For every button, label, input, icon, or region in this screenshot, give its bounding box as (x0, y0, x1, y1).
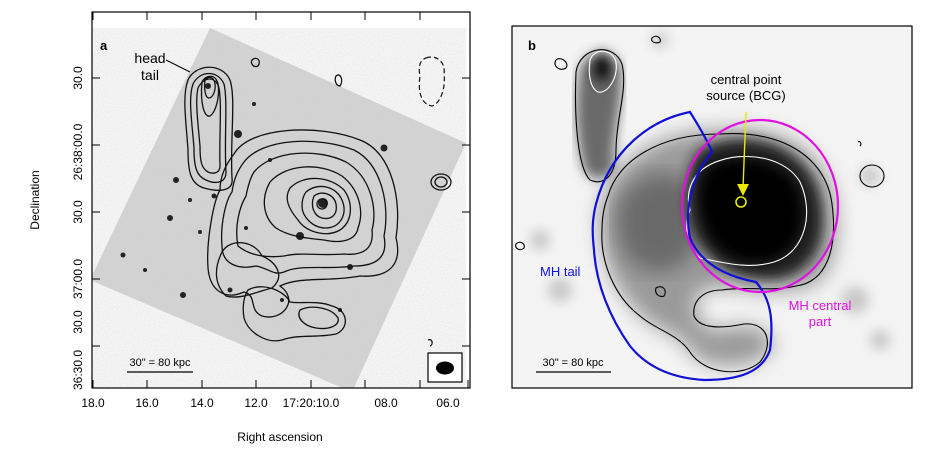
xtick-a-6: 06.0 (436, 396, 460, 410)
xray-image (515, 32, 890, 373)
beam-box (427, 352, 463, 383)
panel-a-frame (91, 11, 471, 389)
xtick-a-3: 12.0 (244, 396, 268, 410)
xtick-a-5: 08.0 (374, 396, 398, 410)
annot-central-2: source (BCG) (706, 88, 785, 103)
panel-b: b central point source (BCG) MH tail MH … (511, 25, 913, 389)
annot-mh-tail: MH tail (540, 264, 581, 279)
annot-tail: tail (141, 67, 159, 83)
ytick-a-0: 30.0 (71, 66, 85, 90)
xtick-a-2: 14.0 (190, 396, 214, 410)
radio-contours (184, 57, 452, 347)
ytick-a-3: 37:00.0 (71, 259, 85, 299)
ytick-a-5: 36:30.0 (71, 350, 85, 390)
annot-head-line (165, 59, 191, 73)
bcg-arrowhead (737, 184, 749, 196)
annot-mh-central-1: MH central (789, 298, 852, 313)
panel-b-frame (511, 25, 913, 389)
annot-mh-central-2: part (809, 314, 832, 329)
scale-label-a: 30" = 80 kpc (129, 357, 191, 369)
panel-b-letter: b (528, 38, 536, 53)
annot-central-1: central point (711, 72, 782, 87)
negative-contour (418, 56, 445, 107)
xtick-a-4: 17:20:10.0 (283, 396, 340, 410)
annot-head: head (134, 50, 165, 66)
ytick-a-4: 30.0 (71, 310, 85, 334)
ytick-a-1: 26:38:00.0 (71, 123, 85, 180)
panel-a: 30" = 80 kpc a head tail 18.0 16.0 14.0 … (28, 11, 471, 444)
panel-a-letter: a (100, 38, 108, 53)
ytick-a-2: 30.0 (71, 200, 85, 224)
bcg-arrow (742, 111, 747, 189)
scale-label-b: 30" = 80 kpc (542, 357, 604, 369)
mh-central-region (680, 118, 840, 294)
xray-contours-inner (588, 50, 808, 266)
mh-tail-region (591, 110, 773, 382)
xlabel-a: Right ascension (237, 430, 322, 444)
ylabel-a: Declination (28, 170, 42, 229)
xtick-a-0: 18.0 (81, 396, 105, 410)
panel-a-ticks (92, 12, 470, 389)
xray-contours (515, 35, 885, 373)
xtick-a-1: 16.0 (135, 396, 159, 410)
bcg-marker (735, 196, 747, 208)
